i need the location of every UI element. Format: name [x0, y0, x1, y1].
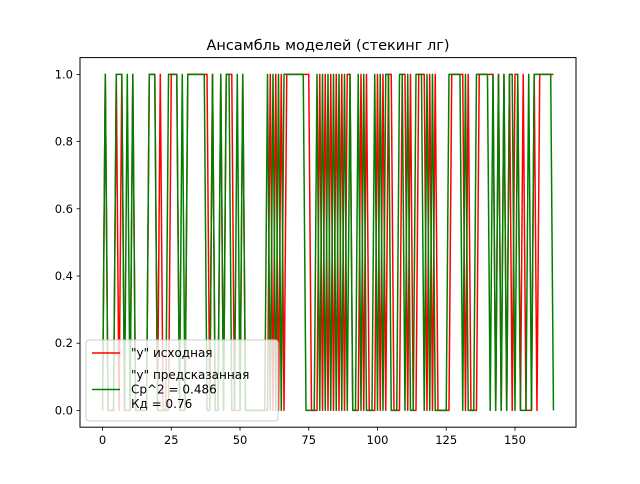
y-tick-label: 0.2 [55, 336, 73, 350]
x-tick-label: 75 [301, 433, 316, 447]
legend-label-1: "y" предсказанная Ср^2 = 0.486 Кд = 0.76 [131, 368, 249, 411]
axes-frame [79, 57, 577, 428]
y-tick-label: 1.0 [55, 67, 73, 81]
y-axis-ticks: 0.0 0.2 0.4 0.6 0.8 1.0 [55, 67, 80, 417]
y-tick-label: 0.6 [55, 202, 73, 216]
x-tick-label: 125 [435, 433, 457, 447]
x-tick-label: 25 [164, 433, 179, 447]
series-line-1 [101, 73, 555, 412]
y-tick-label: 0.0 [55, 403, 73, 417]
legend-label-0: "y" исходная [131, 346, 213, 360]
x-axis-ticks: 0 25 50 75 100 125 150 [99, 427, 526, 447]
chart-title: Ансамбль моделей (стекинг лг) [207, 38, 450, 54]
y-tick-label: 0.4 [55, 269, 73, 283]
legend-label-1-line: Ср^2 = 0.486 [131, 383, 217, 397]
legend-label-1-line: Кд = 0.76 [131, 397, 192, 411]
legend-label-1-line: "y" предсказанная [131, 368, 249, 382]
y-tick-label: 0.8 [55, 135, 73, 149]
x-tick-label: 100 [367, 433, 389, 447]
plot-lines [101, 73, 555, 412]
legend-box [85, 339, 279, 422]
x-tick-label: 50 [233, 433, 248, 447]
x-tick-label: 0 [99, 433, 106, 447]
x-tick-label: 150 [504, 433, 526, 447]
legend: "y" исходная "y" предсказанная Ср^2 = 0.48… [85, 339, 279, 422]
